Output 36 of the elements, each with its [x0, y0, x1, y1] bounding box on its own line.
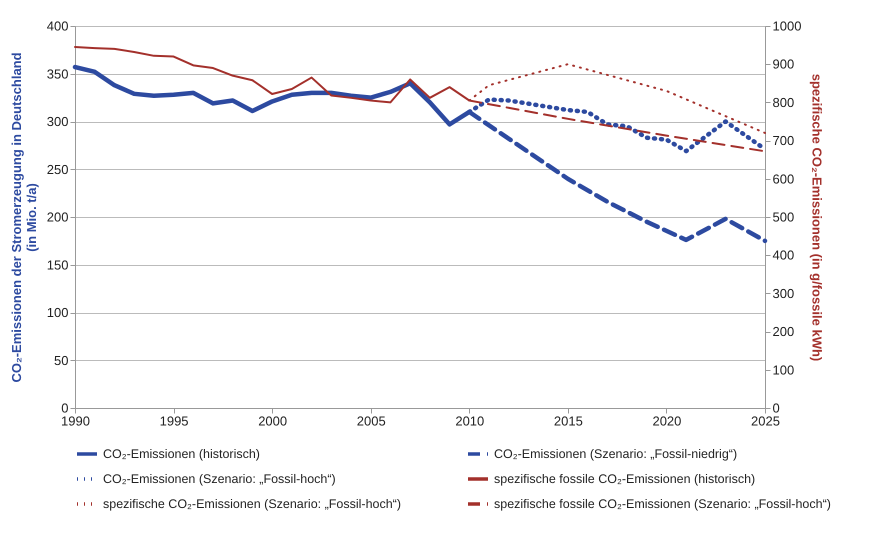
y-tick-label: 250: [46, 162, 68, 177]
legend-label: spezifische CO₂-Emissionen (Szenario: „Fossil-hoch“): [103, 497, 401, 511]
y2-tick-label: 800: [772, 94, 794, 110]
y-tick-label: 150: [46, 257, 68, 272]
y2-tick-label: 0: [772, 400, 780, 416]
y-tick-label: 350: [46, 66, 68, 82]
x-tick-label: 2005: [356, 414, 386, 428]
y-tick-label: 100: [46, 305, 68, 320]
x-tick-label: 2020: [652, 414, 682, 428]
x-tick-label: 2010: [455, 414, 484, 428]
y-tick-label: 0: [61, 400, 68, 416]
y2-tick-label: 600: [772, 171, 794, 186]
y-tick-label: 300: [46, 114, 68, 129]
legend-label: spezifische fossile CO₂-Emissionen (historisch): [494, 472, 756, 486]
y-tick-label: 50: [54, 352, 68, 368]
y2-tick-label: 200: [772, 324, 794, 340]
legend-label: spezifische fossile CO₂-Emissionen (Szenario: „Fossil-hoch“): [494, 497, 831, 511]
y2-tick-label: 700: [772, 133, 794, 148]
y2-tick-label: 400: [772, 248, 794, 263]
legend-label: CO₂-Emissionen (historisch): [103, 447, 260, 461]
x-tick-label: 2025: [751, 414, 780, 428]
y-axis-title: CO₂-Emissionen der Stromerzeugung in Deutschland (in Mio. t/a): [8, 52, 39, 383]
y2-axis-title: spezifische CO₂-Emissionen (in g/fossile kWh): [809, 74, 824, 362]
x-tick-label: 1990: [61, 414, 90, 428]
y2-tick-label: 100: [772, 362, 794, 378]
y2-tick-label: 500: [772, 210, 794, 224]
legend-label: CO₂-Emissionen (Szenario: „Fossil-niedrig“): [494, 447, 738, 461]
x-tick-label: 1995: [160, 414, 189, 428]
legend-label: CO₂-Emissionen (Szenario: „Fossil-hoch“): [103, 472, 336, 486]
y2-tick-label: 1000: [772, 18, 802, 34]
y-tick-label: 200: [46, 210, 68, 224]
y-tick-label: 400: [46, 18, 68, 34]
x-tick-label: 2000: [258, 414, 288, 428]
x-tick-label: 2015: [554, 414, 583, 428]
y2-tick-label: 900: [772, 56, 794, 72]
y2-tick-label: 300: [772, 286, 794, 301]
